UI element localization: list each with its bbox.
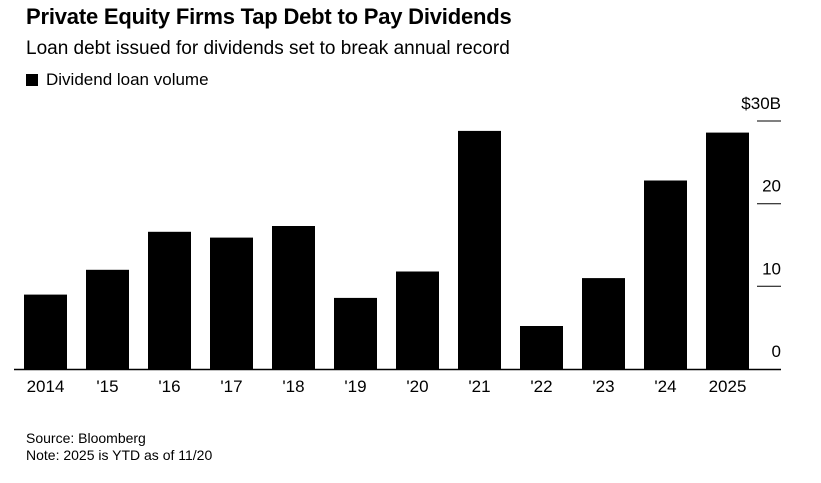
x-tick-label: 2025 — [709, 377, 747, 396]
bar-23 — [582, 278, 625, 369]
bar-19 — [334, 297, 377, 369]
x-tick-label: 2014 — [27, 377, 65, 396]
bar-16 — [148, 231, 191, 369]
x-tick-label: '19 — [344, 377, 366, 396]
y-tick-label: $30B — [741, 94, 781, 113]
x-tick-label: '16 — [158, 377, 180, 396]
bar-21 — [458, 130, 501, 369]
legend-label: Dividend loan volume — [46, 70, 209, 89]
x-tick-label: '24 — [654, 377, 676, 396]
bar-2014 — [24, 294, 67, 369]
x-tick-label: '18 — [282, 377, 304, 396]
x-tick-label: '20 — [406, 377, 428, 396]
x-tick-label: '22 — [530, 377, 552, 396]
bar-22 — [520, 326, 563, 369]
chart-title: Private Equity Firms Tap Debt to Pay Div… — [26, 4, 512, 29]
y-tick-label: 10 — [762, 259, 781, 278]
y-tick-label: 0 — [772, 342, 781, 361]
bar-24 — [644, 180, 687, 369]
source-note: Source: Bloomberg — [26, 430, 146, 446]
bar-15 — [86, 269, 129, 369]
y-tick-label: 20 — [762, 177, 781, 196]
chart-subtitle: Loan debt issued for dividends set to br… — [26, 38, 510, 59]
bar-18 — [272, 226, 315, 369]
bar-2025 — [706, 132, 749, 369]
bar-20 — [396, 271, 439, 369]
legend-swatch — [26, 74, 38, 86]
x-tick-label: '21 — [468, 377, 490, 396]
x-tick-label: '15 — [96, 377, 118, 396]
bar-17 — [210, 237, 253, 369]
footnote: Note: 2025 is YTD as of 11/20 — [26, 447, 213, 463]
x-tick-label: '17 — [220, 377, 242, 396]
legend: Dividend loan volume — [26, 70, 209, 90]
x-tick-label: '23 — [592, 377, 614, 396]
